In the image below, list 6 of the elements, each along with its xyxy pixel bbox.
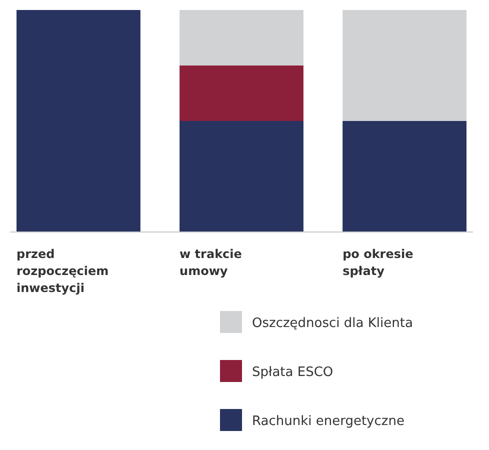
x-tick-label: po okresie spłaty xyxy=(342,247,414,278)
legend-label: Spłata ESCO xyxy=(252,365,334,380)
x-tick-label: przed rozpoczęciem inwestycji xyxy=(16,247,109,295)
x-tick-label: w trakcie umowy xyxy=(180,247,242,278)
legend-label: Oszczędnosci dla Klienta xyxy=(252,316,413,331)
legend-label: Rachunki energetyczne xyxy=(252,414,404,429)
